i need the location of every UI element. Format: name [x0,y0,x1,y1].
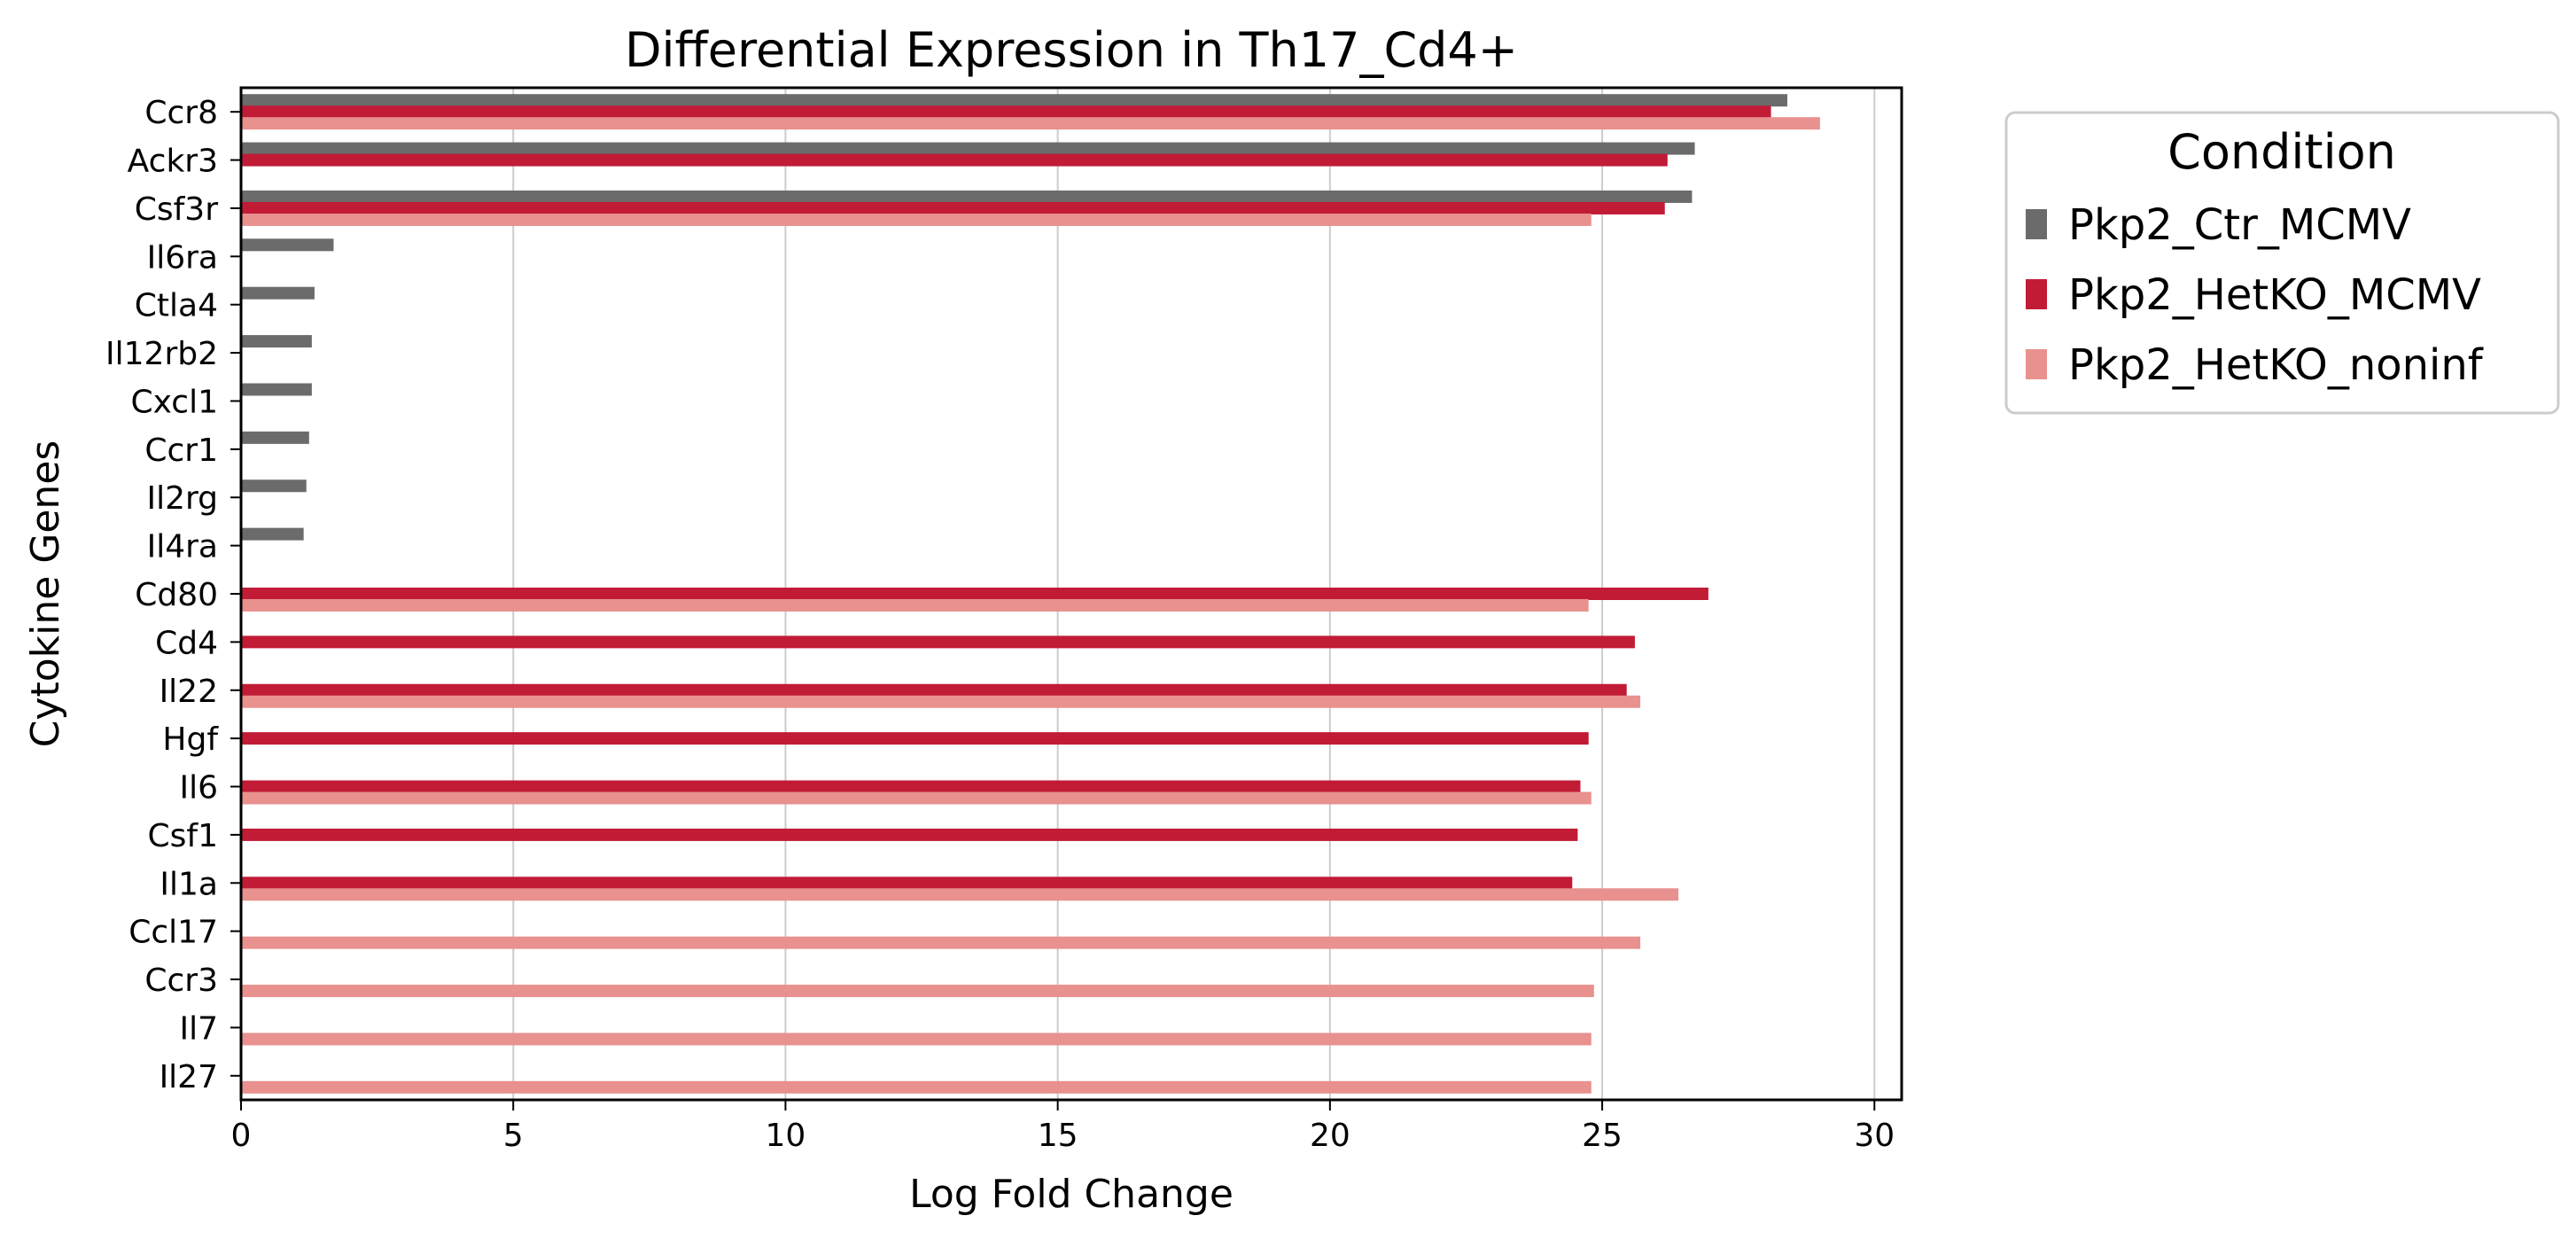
bar-il22-2 [241,695,1641,708]
x-axis-ticks: 0 5 10 15 20 25 30 [231,1100,1895,1154]
y-tick-label: Ackr3 [128,144,218,180]
bar-il2rg-0 [241,479,307,493]
bar-csf3r-2 [241,213,1592,226]
x-tick-label: 15 [1038,1118,1078,1154]
bar-cxcl1-0 [241,383,312,396]
bar-ccr8-0 [241,94,1787,107]
bar-il4ra-0 [241,527,304,541]
y-axis-ticks: Ccr8 Ackr3 Csf3r Il6ra Ctla4 Il12rb2 Cxcl1 Ccr1… [105,95,241,1095]
y-tick-label: Csf1 [148,818,218,854]
x-tick-label: 0 [231,1118,252,1154]
y-axis-label: Cytokine Genes [23,440,68,748]
bar-ccr3-2 [241,985,1594,998]
legend-label: Pkp2_HetKO_noninf [2068,340,2484,390]
bar-ackr3-0 [241,142,1695,155]
bar-il27-2 [241,1080,1592,1094]
bar-ackr3-1 [241,153,1668,167]
bar-il12rb2-0 [241,335,312,348]
x-tick-label: 10 [766,1118,806,1154]
x-tick-label: 25 [1582,1118,1623,1154]
legend: Condition Pkp2_Ctr_MCMVPkp2_HetKO_MCMVPk… [2004,111,2560,415]
legend-entries: Pkp2_Ctr_MCMV Pkp2_HetKO_MCMV Pkp2_HetKO_n… [2026,200,2484,390]
y-tick-label: Il4ra [147,529,218,565]
y-tick-label: Ccr1 [144,433,218,469]
y-tick-label: Ccr8 [144,95,218,131]
y-tick-label: Cd4 [155,625,218,661]
bar-ccr8-2 [241,117,1820,130]
x-tick-label: 20 [1310,1118,1350,1154]
bar-ccr8-1 [241,105,1771,119]
legend-label: Pkp2_Ctr_MCMV [2068,200,2411,250]
y-tick-label: Cd80 [135,577,218,613]
legend-swatch [2026,209,2047,239]
bar-il6ra-0 [241,238,334,252]
y-tick-label: Il22 [160,674,218,710]
y-tick-label: Il7 [179,1010,218,1047]
legend-swatch [2026,349,2047,379]
legend-swatch [2026,279,2047,309]
y-tick-label: Hgf [162,721,219,758]
bar-csf3r-1 [241,201,1665,214]
bar-hgf-1 [241,732,1589,745]
y-tick-label: Il27 [160,1059,218,1095]
bar-cd4-1 [241,635,1635,649]
y-tick-label: Cxcl1 [130,384,218,420]
bar-il22-1 [241,683,1627,697]
bar-ccl17-2 [241,936,1641,949]
x-axis-label: Log Fold Change [909,1172,1234,1217]
x-tick-label: 5 [503,1118,524,1154]
legend-frame [2004,111,2560,415]
y-tick-label: Ccr3 [144,963,218,999]
chart-title: Differential Expression in Th17_Cd4+ [625,22,1518,78]
y-tick-label: Il1a [160,866,218,902]
bar-ccr1-0 [241,431,309,444]
y-tick-label: Il12rb2 [105,336,218,372]
y-tick-label: Il6ra [147,239,218,276]
y-tick-label: Il6 [179,770,218,807]
bar-ctla4-0 [241,286,315,300]
bar-il6-2 [241,791,1592,805]
y-tick-label: Il2rg [146,480,218,517]
bar-cd80-1 [241,588,1708,600]
bars [241,94,1820,1094]
y-tick-label: Ctla4 [135,288,218,324]
bar-csf3r-0 [241,190,1693,203]
bar-il1a-1 [241,877,1573,890]
legend-label: Pkp2_HetKO_MCMV [2068,270,2481,320]
x-tick-label: 30 [1854,1118,1895,1154]
bar-il7-2 [241,1033,1592,1046]
bar-il1a-2 [241,888,1679,901]
bar-cd80-2 [241,599,1589,612]
bar-csf1-1 [241,828,1578,841]
y-tick-label: Csf3r [135,191,218,228]
y-tick-label: Ccl17 [128,915,218,951]
bar-il6-1 [241,780,1581,793]
legend-title: Condition [2167,124,2396,180]
